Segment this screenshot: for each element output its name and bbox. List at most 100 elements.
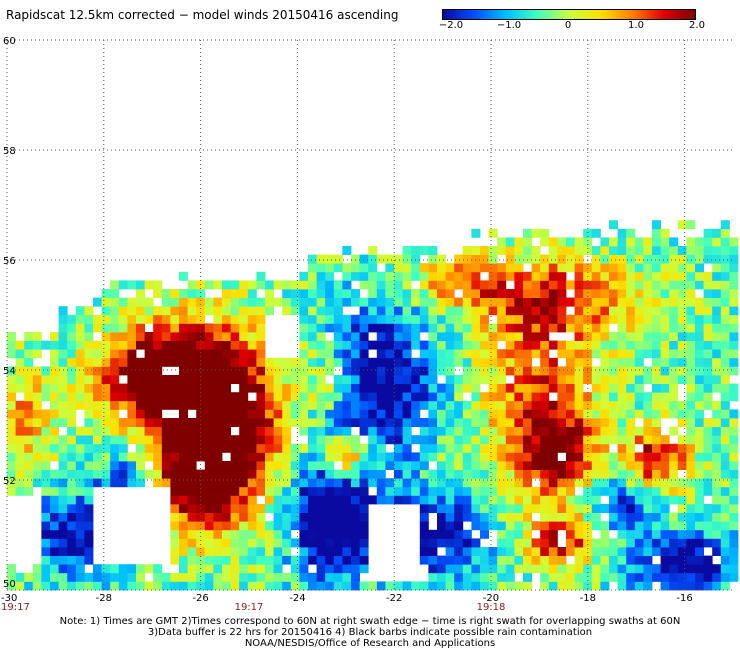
wind-cell — [480, 486, 489, 496]
wind-cell — [15, 366, 25, 376]
wind-cell — [686, 409, 696, 419]
wind-cell — [574, 323, 584, 333]
wind-cell — [574, 383, 584, 393]
wind-cell — [187, 314, 197, 324]
wind-cell — [247, 486, 257, 496]
wind-cell — [230, 297, 240, 307]
wind-cell — [213, 564, 223, 574]
wind-cell — [394, 349, 403, 359]
wind-cell — [480, 435, 489, 445]
wind-cell — [196, 357, 206, 367]
wind-cell — [574, 572, 584, 582]
wind-cell — [428, 504, 438, 513]
wind-cell — [514, 521, 524, 531]
wind-cell — [170, 538, 180, 548]
wind-cell — [523, 469, 532, 479]
wind-cell — [247, 478, 257, 488]
wind-cell — [308, 443, 317, 453]
wind-cell — [514, 297, 524, 307]
wind-cell — [617, 469, 627, 479]
wind-cell — [316, 306, 326, 316]
wind-cell — [548, 486, 558, 496]
wind-cell — [445, 529, 455, 539]
wind-cell — [669, 375, 679, 384]
wind-cell — [445, 538, 455, 548]
wind-cell — [282, 400, 292, 410]
wind-cell — [187, 521, 197, 531]
wind-cell — [720, 263, 730, 273]
colorbar-label-zero: 0 — [564, 20, 572, 31]
wind-cell — [282, 572, 292, 582]
wind-cell — [230, 521, 240, 531]
wind-cell — [497, 409, 507, 419]
wind-cell — [652, 426, 661, 436]
wind-cell — [32, 332, 42, 341]
wind-cell — [7, 340, 16, 350]
wind-cell — [652, 237, 661, 247]
wind-cell — [359, 349, 369, 359]
wind-cell — [419, 521, 429, 531]
wind-cell — [729, 332, 739, 341]
wind-cell — [256, 435, 266, 445]
wind-cell — [93, 461, 102, 470]
wind-cell — [213, 349, 223, 359]
colorbar-label-min: −2.0 — [438, 20, 464, 31]
wind-cell — [118, 452, 128, 462]
wind-cell — [626, 375, 636, 384]
wind-cell — [67, 400, 77, 410]
wind-cell — [471, 504, 481, 513]
wind-cell — [204, 323, 214, 333]
wind-cell — [247, 495, 257, 505]
wind-cell — [454, 426, 464, 436]
wind-cell — [136, 478, 145, 488]
wind-cell — [557, 340, 567, 350]
wind-cell — [75, 392, 85, 402]
wind-cell — [634, 538, 644, 548]
wind-cell — [308, 452, 317, 462]
wind-cell — [548, 357, 558, 367]
wind-cell — [462, 461, 472, 470]
wind-cell — [402, 469, 412, 479]
wind-cell — [617, 349, 627, 359]
wind-cell — [617, 409, 627, 419]
wind-cell — [24, 357, 34, 367]
wind-cell — [643, 263, 653, 273]
wind-cell — [41, 426, 51, 436]
wind-cell — [634, 409, 644, 419]
wind-cell — [179, 340, 188, 350]
wind-cell — [282, 289, 292, 298]
wind-cell — [471, 572, 481, 582]
wind-cell — [273, 538, 283, 548]
wind-cell — [153, 409, 163, 419]
wind-cell — [462, 478, 472, 488]
wind-cell — [127, 314, 137, 324]
wind-cell — [462, 306, 472, 316]
wind-cell — [454, 461, 464, 470]
wind-cell — [566, 564, 575, 574]
wind-cell — [686, 452, 696, 462]
wind-cell — [712, 547, 722, 556]
wind-cell — [376, 289, 386, 298]
wind-cell — [170, 383, 180, 393]
wind-cell — [703, 271, 713, 281]
wind-cell — [660, 323, 670, 333]
wind-cell — [471, 228, 481, 238]
wind-cell — [196, 349, 206, 359]
wind-cell — [574, 435, 584, 445]
wind-cell — [256, 469, 266, 479]
wind-cell — [548, 555, 558, 565]
wind-cell — [230, 400, 240, 410]
wind-cell — [136, 297, 145, 307]
wind-cell — [24, 469, 34, 479]
wind-cell — [497, 289, 507, 298]
wind-cell — [712, 383, 722, 393]
wind-cell — [58, 375, 68, 384]
wind-cell — [686, 572, 696, 582]
wind-cell — [58, 349, 68, 359]
wind-cell — [591, 564, 601, 574]
wind-cell — [660, 366, 670, 376]
wind-cell — [351, 443, 360, 453]
wind-cell — [32, 443, 42, 453]
wind-cell — [703, 254, 713, 264]
wind-cell — [230, 349, 240, 359]
